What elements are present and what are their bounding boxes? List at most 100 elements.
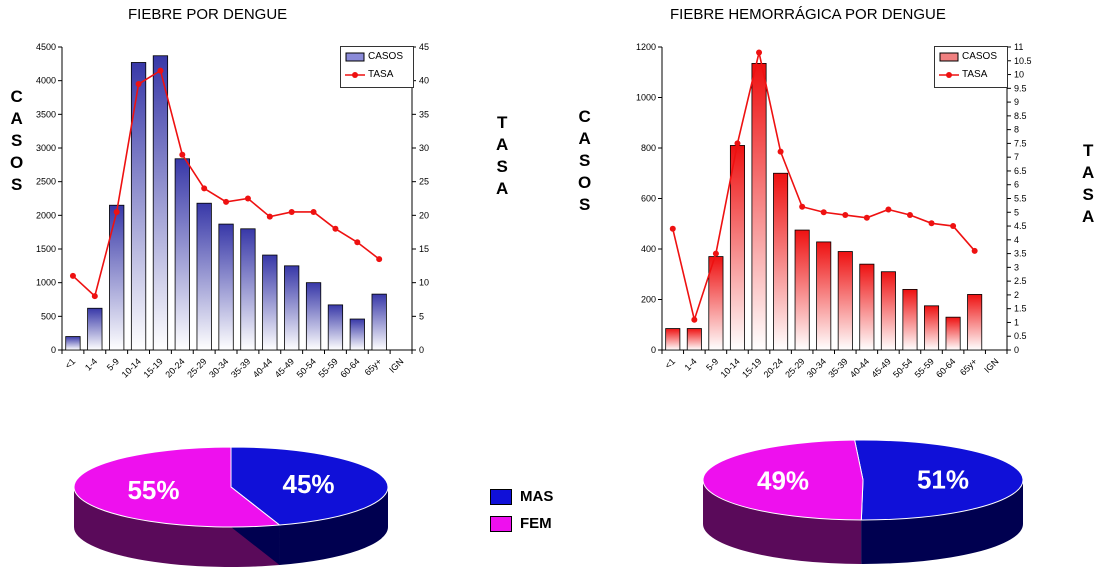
chart2-y2tick-label: 11 [1014, 42, 1023, 52]
chart2-y2tick-label: 9.5 [1014, 83, 1027, 93]
chart2-tasa-point-45-49 [885, 206, 892, 213]
chart2-y2tick-label: 10.5 [1014, 56, 1032, 66]
chart1-xtick-label: 45-49 [273, 356, 296, 379]
chart2-ytick-label: 600 [641, 194, 656, 204]
chart1-bar-50-54 [305, 282, 322, 351]
chart2-legend-tasa: TASA [962, 69, 988, 80]
chart2-xtick-label: 10-14 [719, 356, 742, 379]
chart1-xtick-label: <1 [63, 356, 77, 370]
chart2-bar-40-44 [859, 263, 875, 351]
chart1-ytick-label: 500 [41, 311, 56, 321]
chart1-xtick-label: 5-9 [105, 356, 121, 372]
chart2-y2tick-label: 0.5 [1014, 331, 1027, 341]
chart2-bar-45-49 [880, 271, 896, 351]
chart1-ylabel-a: A [10, 109, 23, 128]
chart2-xtick-label: 45-49 [869, 356, 892, 379]
chart2-tasa-point-15-19 [756, 49, 763, 56]
chart2-xtick-label: 30-34 [805, 356, 828, 379]
chart2-legend-casos: CASOS [962, 51, 998, 62]
chart1-xtick-label: 1-4 [83, 356, 99, 372]
pie-legend-mas: MAS [490, 488, 553, 505]
chart1-bar-45-49 [284, 265, 300, 351]
chart1-tasa-point-45-49 [288, 208, 295, 215]
chart2-y2tick-label: 4 [1014, 235, 1019, 245]
chart2-y2tick-label: 9 [1014, 97, 1019, 107]
chart1-y2label-a2: A [496, 179, 509, 198]
chart2-y2tick-label: 5.5 [1014, 194, 1027, 204]
chart2-tasa-point-50-54 [906, 212, 913, 219]
chart1-ytick-label: 2000 [36, 210, 56, 220]
chart2-xtick-label: 65y+ [958, 356, 979, 377]
chart1-tasa-point-1-4 [91, 293, 98, 300]
chart1-bar-20-24 [174, 158, 190, 351]
chart2-xtick-label: 15-19 [740, 356, 763, 379]
chart2-tasa-point-1-4 [691, 316, 698, 323]
chart1-y2tick-label: 0 [419, 345, 424, 355]
chart1-y2tick-label: 40 [419, 76, 429, 86]
chart2-y2label-a2: A [1082, 207, 1095, 226]
chart2-tasa-point-35-39 [842, 212, 849, 219]
chart1-legend-tasa: TASA [368, 69, 394, 80]
chart2-y2tick-label: 1.5 [1014, 304, 1027, 314]
chart1-title: FIEBRE POR DENGUE [128, 6, 288, 23]
chart2-y2label-s: S [1082, 185, 1094, 204]
chart2-ytick-label: 400 [641, 244, 656, 254]
chart1-tasa-point-60-64 [354, 239, 361, 246]
chart1-ytick-label: 3000 [36, 143, 56, 153]
chart1-xtick-label: 35-39 [229, 356, 252, 379]
chart2-xtick-label: 60-64 [934, 356, 957, 379]
chart2-xtick-label: 50-54 [891, 356, 914, 379]
chart1-bar-55-59 [327, 304, 344, 351]
pie-legend-fem-label: FEM [520, 515, 552, 532]
pie-legend-mas-label: MAS [520, 488, 554, 505]
chart1-xtick-label: 25-29 [185, 356, 208, 379]
chart1-y2tick-label: 25 [419, 177, 429, 187]
chart1-tasa-point-35-39 [244, 195, 251, 202]
chart2-y2tick-label: 0 [1014, 345, 1019, 355]
chart1-xtick-label: 55-59 [316, 356, 339, 379]
chart2-y2tick-label: 4.5 [1014, 221, 1027, 231]
chart2-tasa-point-30-34 [820, 209, 827, 216]
pie2-mas-slice [854, 439, 1024, 521]
chart2-xtick-label: IGN [982, 356, 1000, 374]
chart1-bar-35-39 [240, 228, 256, 351]
chart1-xtick-label: IGN [387, 356, 405, 374]
chart2-y2tick-label: 6.5 [1014, 166, 1027, 176]
chart1-bar-1-4 [87, 307, 103, 351]
chart2-y2tick-label: 8.5 [1014, 111, 1027, 121]
chart1-tasa-point-20-24 [179, 151, 186, 158]
chart2-tasa-point-10-14 [734, 140, 741, 147]
chart1-tasa-point-<1 [69, 272, 76, 279]
chart1-bar-30-34 [218, 223, 234, 351]
chart1-bar-25-29 [196, 202, 212, 351]
chart1-y2tick-label: 20 [419, 210, 429, 220]
chart2-bar-1-4 [686, 328, 702, 351]
chart2-xtick-label: 20-24 [762, 356, 785, 379]
chart2-tasa-point-55-59 [928, 220, 935, 227]
chart2-bar-<1 [665, 328, 681, 351]
chart2-legend-casos-swatch [939, 52, 959, 61]
chart1-ylabel-o: O [10, 153, 24, 172]
pie1-fem-side [74, 487, 280, 567]
chart2-bar-25-29 [794, 229, 810, 351]
chart2-bar-65y+ [967, 294, 983, 351]
pie2-mas-label: 51% [917, 465, 969, 495]
chart2-ytick-label: 200 [641, 295, 656, 305]
pie2-fem-slice [702, 439, 864, 521]
pie-legend: MAS FEM [490, 488, 553, 542]
chart1-tasa-point-55-59 [332, 225, 339, 232]
chart1-bar-40-44 [262, 254, 278, 351]
pie1-mas-slice [230, 446, 389, 526]
pie-legend-mas-swatch [490, 488, 512, 505]
chart1-legend-tasa-swatch [345, 71, 365, 78]
chart1-ylabel-c: C [10, 87, 23, 106]
chart2-bar-20-24 [773, 172, 789, 351]
chart1-tasa-point-10-14 [135, 81, 142, 88]
pie1-fem-slice [73, 446, 281, 528]
chart2-bar-30-34 [816, 241, 832, 351]
chart2-y2tick-label: 1 [1014, 317, 1019, 327]
chart1-bar-<1 [65, 336, 81, 351]
chart2-bar-50-54 [902, 288, 918, 351]
